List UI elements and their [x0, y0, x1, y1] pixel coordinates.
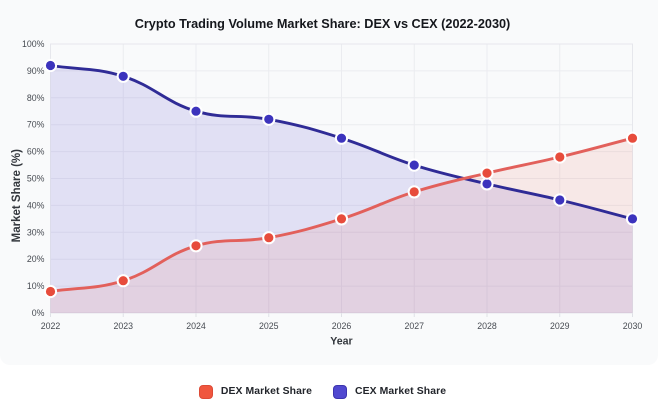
- svg-text:60%: 60%: [27, 147, 45, 157]
- svg-text:90%: 90%: [27, 66, 45, 76]
- svg-text:2025: 2025: [259, 321, 279, 331]
- svg-text:2026: 2026: [332, 321, 352, 331]
- svg-text:70%: 70%: [27, 120, 45, 130]
- svg-text:30%: 30%: [27, 227, 45, 237]
- svg-text:0%: 0%: [32, 308, 45, 318]
- svg-text:2030: 2030: [623, 321, 643, 331]
- svg-text:40%: 40%: [27, 200, 45, 210]
- svg-text:2029: 2029: [550, 321, 570, 331]
- svg-text:Market Share (%): Market Share (%): [11, 149, 23, 242]
- svg-text:2028: 2028: [477, 321, 497, 331]
- svg-text:Crypto Trading Volume Market S: Crypto Trading Volume Market Share: DEX …: [135, 17, 511, 31]
- svg-text:2022: 2022: [41, 321, 61, 331]
- svg-text:80%: 80%: [27, 93, 45, 103]
- svg-text:Year: Year: [330, 336, 352, 348]
- svg-text:2027: 2027: [404, 321, 424, 331]
- svg-text:50%: 50%: [27, 174, 45, 184]
- svg-text:2024: 2024: [186, 321, 206, 331]
- svg-text:2023: 2023: [113, 321, 133, 331]
- svg-text:100%: 100%: [22, 39, 45, 49]
- svg-text:10%: 10%: [27, 281, 45, 291]
- svg-text:20%: 20%: [27, 254, 45, 264]
